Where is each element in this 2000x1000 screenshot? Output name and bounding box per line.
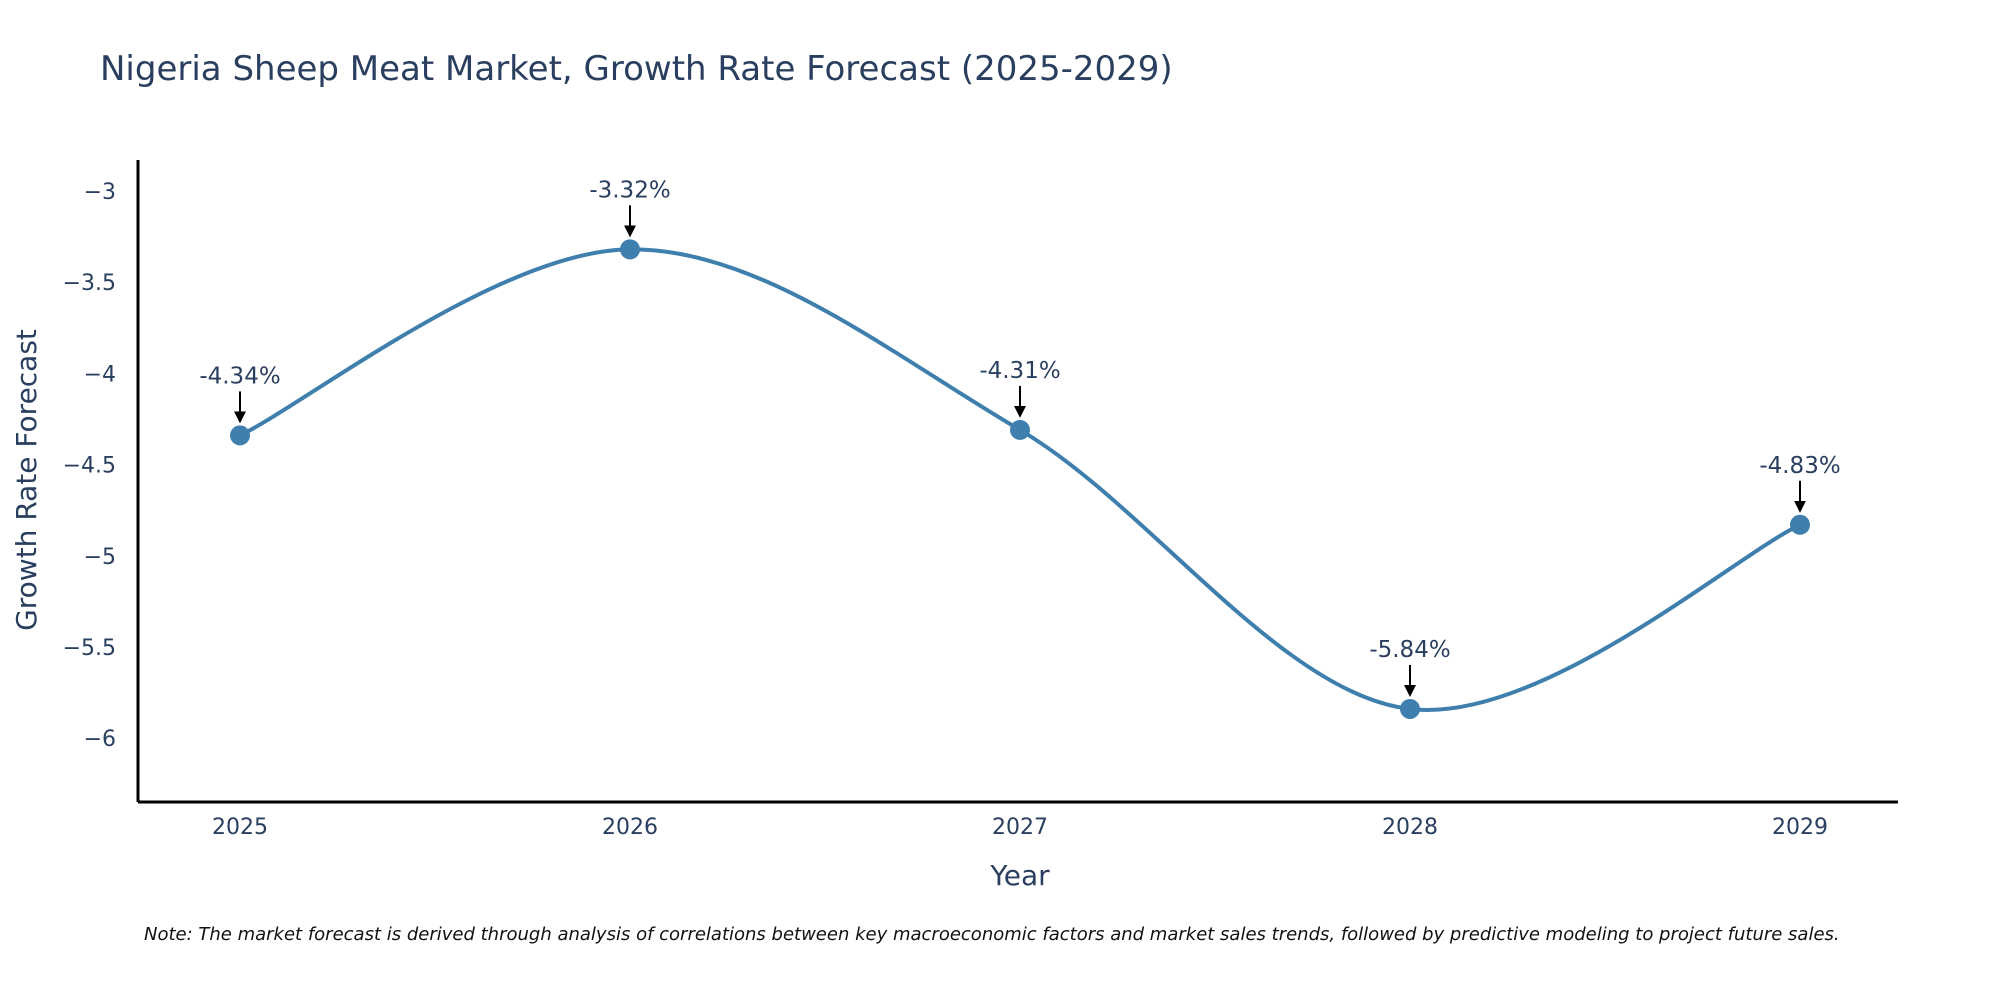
y-tick-label: −3.5	[63, 271, 116, 296]
x-tick-label: 2025	[212, 815, 268, 840]
footnote: Note: The market forecast is derived thr…	[144, 924, 1840, 945]
data-point	[1790, 514, 1810, 535]
y-tick-label: −5.5	[63, 636, 116, 661]
x-tick-label: 2029	[1772, 815, 1828, 840]
data-label: -5.84%	[1369, 637, 1450, 663]
x-tick-label: 2026	[602, 815, 658, 840]
y-axis-title: Growth Rate Forecast	[10, 329, 43, 631]
data-point	[1010, 419, 1030, 440]
data-point	[620, 239, 640, 260]
data-label: -4.34%	[199, 363, 280, 389]
chart-title: Nigeria Sheep Meat Market, Growth Rate F…	[100, 49, 1173, 89]
y-tick-label: −4.5	[63, 454, 116, 479]
y-tick-label: −4	[84, 362, 116, 387]
series-markers	[230, 239, 1810, 719]
series-line	[239, 247, 1801, 713]
y-tick-label: −3	[84, 180, 116, 205]
y-axis-ticks: −3 −3.5 −4 −4.5 −5 −5.5 −6	[63, 180, 116, 752]
x-axis-title: Year	[989, 859, 1050, 892]
data-label: -4.83%	[1759, 453, 1840, 479]
data-point	[230, 425, 250, 446]
x-tick-label: 2027	[992, 815, 1048, 840]
data-point	[1400, 698, 1420, 719]
data-label: -3.32%	[589, 177, 670, 203]
y-tick-label: −6	[84, 727, 116, 752]
x-tick-label: 2028	[1382, 815, 1438, 840]
data-label: -4.31%	[979, 358, 1060, 384]
y-tick-label: −5	[84, 545, 116, 570]
data-labels: -4.34% -3.32% -4.31% -5.84% -4.83%	[199, 177, 1841, 697]
x-axis-ticks: 2025 2026 2027 2028 2029	[212, 815, 1828, 840]
